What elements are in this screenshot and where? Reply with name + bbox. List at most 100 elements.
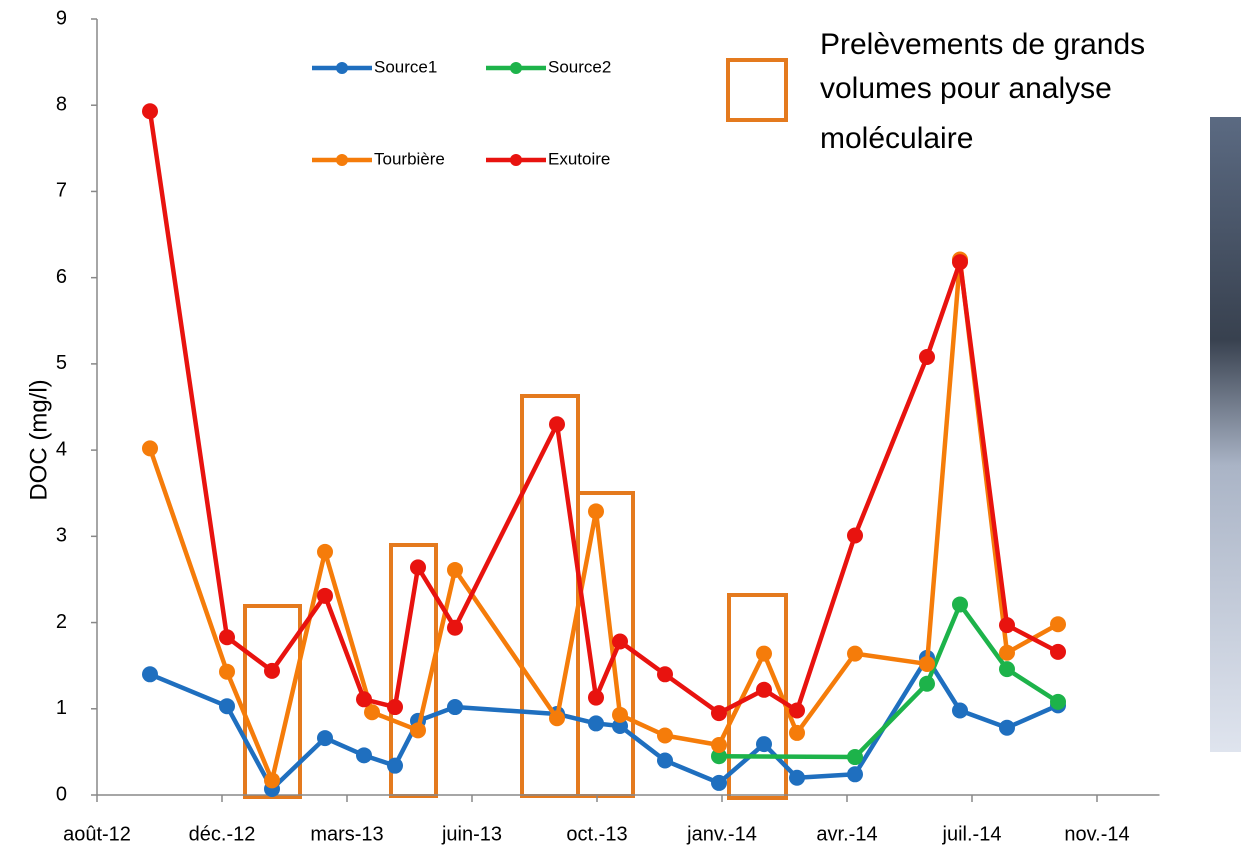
point [789,724,805,741]
y-tick-label: 8 [56,94,67,116]
point [711,748,727,765]
point [919,348,935,365]
y-tick-label: 9 [56,7,67,29]
legend-marker [336,154,348,166]
y-tick-label: 5 [56,352,67,374]
point [387,699,403,716]
legend-label: Source2 [548,57,611,76]
point [317,543,333,560]
legend-box [726,58,788,122]
box [243,604,302,799]
legend-marker [510,62,522,74]
point [756,736,772,753]
point [588,689,604,706]
point [1050,693,1066,710]
point [549,710,565,727]
point [317,730,333,747]
series-line [147,110,1060,716]
point [264,772,280,789]
point [756,681,772,698]
point [919,655,935,672]
point [657,727,673,744]
point [711,774,727,791]
legend-marker [510,154,522,166]
point [789,702,805,719]
point [410,559,426,576]
point [789,769,805,786]
series-line [718,602,1060,760]
x-tick-label: avr.-14 [816,823,877,845]
photo [1210,117,1241,752]
point [999,644,1015,661]
point [999,719,1015,736]
point [588,715,604,732]
point [356,747,372,764]
box [576,491,635,798]
box [727,593,788,800]
point [999,661,1015,678]
point [999,617,1015,634]
point [549,416,565,433]
annotation: moléculaire [820,122,973,155]
x-tick-label: mars-13 [310,823,383,845]
legend-label: Source1 [374,57,437,76]
x-tick-label: août-12 [63,823,131,845]
point [657,752,673,769]
y-tick-label: 6 [56,266,67,288]
point [219,663,235,680]
point [264,662,280,679]
point [410,722,426,739]
legend-label: Exutoire [548,149,610,168]
point [1050,616,1066,633]
point [952,254,968,271]
point [612,633,628,650]
point [356,691,372,708]
point [612,718,628,735]
legend-marker [336,62,348,74]
point [447,619,463,636]
point [588,503,604,520]
annotation: Prelèvements de grands [820,28,1145,61]
point [317,587,333,604]
point [847,766,863,783]
point [657,666,673,683]
point [756,645,772,662]
point [952,596,968,613]
point [919,675,935,692]
point [847,749,863,766]
legend-label: Tourbière [374,149,445,168]
point [142,440,158,457]
point [142,666,158,683]
point [219,629,235,646]
point [142,103,158,120]
point [847,527,863,544]
x-tick-label: oct.-13 [566,823,627,845]
sampling-boxes [243,58,788,800]
y-tick-label: 2 [56,611,67,633]
y-tick-label: 3 [56,525,67,547]
point [847,645,863,662]
point [447,561,463,578]
box [389,543,438,798]
y-tick-label: 4 [56,438,67,460]
point [952,702,968,719]
x-tick-label: juin-13 [441,823,502,845]
point [387,757,403,774]
box [520,394,580,798]
x-tick-label: déc.-12 [189,823,256,845]
y-tick-label: 0 [56,783,67,805]
series-line [147,257,1060,783]
point [1050,643,1066,660]
y-axis-label: DOC (mg/l) [25,379,52,500]
point [364,704,380,721]
point [447,699,463,716]
point [711,736,727,753]
x-tick-label: juil.-14 [942,823,1002,845]
x-tick-label: nov.-14 [1064,823,1129,845]
y-tick-label: 1 [56,697,67,719]
x-tick-label: janv.-14 [686,823,757,845]
point [219,698,235,715]
point [612,706,628,723]
y-tick-label: 7 [56,180,67,202]
